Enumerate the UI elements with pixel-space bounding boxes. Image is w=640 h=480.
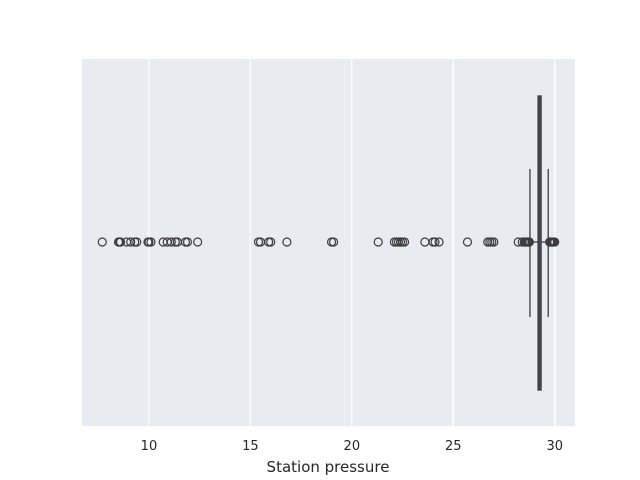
outlier-point	[373, 237, 383, 247]
outlier-point	[328, 237, 339, 247]
outlier-point	[126, 237, 136, 247]
outlier-point	[132, 237, 142, 247]
outlier-point	[193, 237, 203, 247]
x-tick-label: 25	[445, 439, 462, 454]
outliers	[97, 237, 560, 247]
x-tick-label: 20	[344, 439, 361, 454]
outlier-point	[266, 237, 276, 247]
outlier-point	[146, 237, 156, 247]
plot-background	[82, 59, 575, 426]
outlier-point	[489, 237, 499, 247]
x-ticks: 10 15 20 25 30	[141, 439, 563, 454]
x-axis-label: Station pressure	[267, 458, 390, 476]
box	[537, 95, 542, 391]
outlier-point	[430, 237, 440, 247]
outlier-point	[182, 237, 193, 247]
outlier-point	[524, 237, 534, 247]
outlier-point	[282, 237, 292, 247]
outlier-point	[399, 237, 410, 247]
outlier-point	[462, 237, 473, 247]
outlier-point	[115, 237, 126, 247]
x-tick-label: 10	[141, 439, 158, 454]
outlier-point	[97, 237, 107, 247]
x-tick-label: 30	[546, 439, 563, 454]
outlier-point	[166, 237, 176, 247]
outlier-point	[434, 237, 444, 247]
x-tick-label: 15	[242, 439, 259, 454]
outlier-point	[550, 237, 560, 247]
